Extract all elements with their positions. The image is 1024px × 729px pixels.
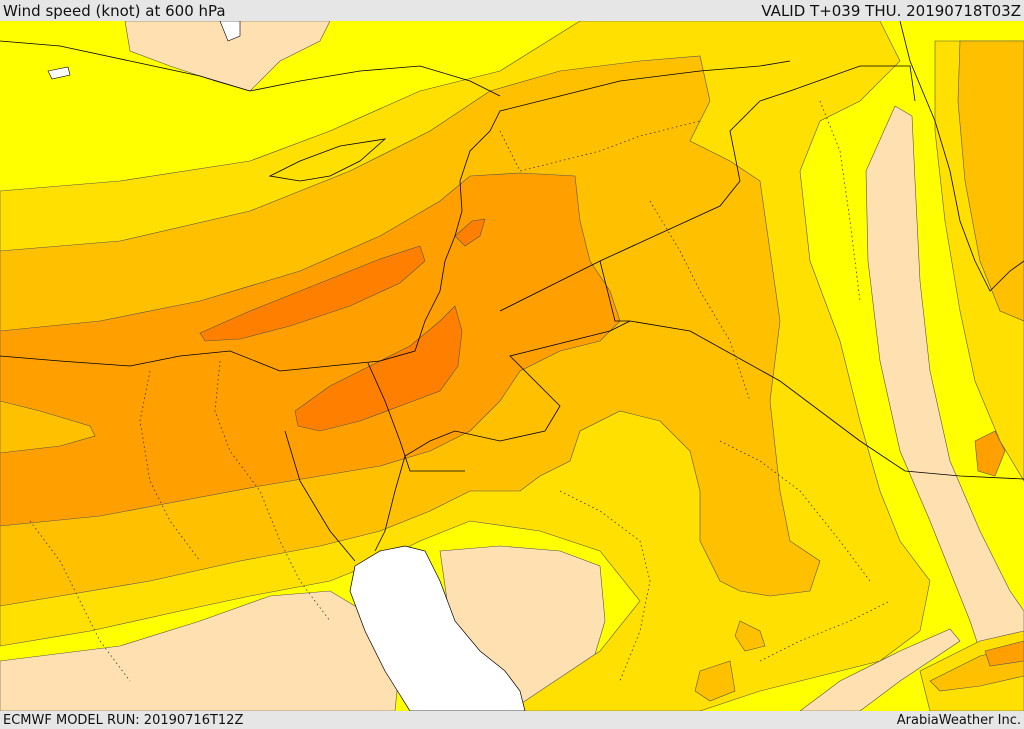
band-4-east-pocket: [974, 430, 1006, 477]
coast-turkey: [0, 40, 501, 97]
lake: [219, 21, 241, 42]
admin-line-saudi-1: [559, 490, 651, 682]
band-0-southwest: [0, 590, 401, 711]
red-sea: [349, 545, 526, 711]
map-footer: ECMWF MODEL RUN: 20190716T12Z ArabiaWeat…: [0, 711, 1024, 729]
band-0-east-strip: [865, 105, 1024, 711]
map-area: [0, 21, 1024, 711]
model-run: ECMWF MODEL RUN: 20190716T12Z: [3, 712, 244, 728]
coast-levant: [379, 60, 791, 362]
band-3-east: [957, 40, 1024, 322]
band-3-south-blob: [694, 660, 736, 702]
map-header: Wind speed (knot) at 600 hPa VALID T+039…: [0, 0, 1024, 21]
admin-line-southwest: [29, 520, 131, 682]
map-title: Wind speed (knot) at 600 hPa: [3, 1, 226, 20]
sea-inlet: [47, 66, 71, 80]
admin-line-syria: [499, 120, 701, 172]
admin-line-egypt-2: [214, 360, 331, 622]
coast-gulf-suez: [284, 430, 356, 562]
band-5-jet-south: [294, 305, 463, 432]
band-4-southeast-core: [984, 640, 1024, 667]
admin-line-saudi-2: [719, 440, 871, 582]
band-0-southeast: [799, 628, 961, 711]
coast-cyprus: [268, 138, 387, 182]
border-sinai: [367, 362, 406, 457]
band-5-levant: [454, 218, 486, 247]
border-jordan-syria: [499, 65, 916, 312]
coast-egypt: [0, 350, 381, 372]
band-4-west-lobe: [0, 400, 96, 454]
wind-speed-map: [0, 21, 1024, 711]
coast-arabia: [374, 455, 406, 552]
band-3-se-blob: [734, 620, 766, 652]
borders-layer: [0, 21, 1024, 562]
admin-boundaries-layer: [29, 100, 891, 682]
provider-credit: ArabiaWeather Inc.: [896, 712, 1021, 728]
valid-time: VALID T+039 THU. 20190718T03Z: [761, 1, 1021, 20]
band-5-jet-west: [199, 245, 426, 342]
coast-gulf-east: [899, 21, 1024, 292]
border-iraq-saudi: [629, 320, 1024, 480]
